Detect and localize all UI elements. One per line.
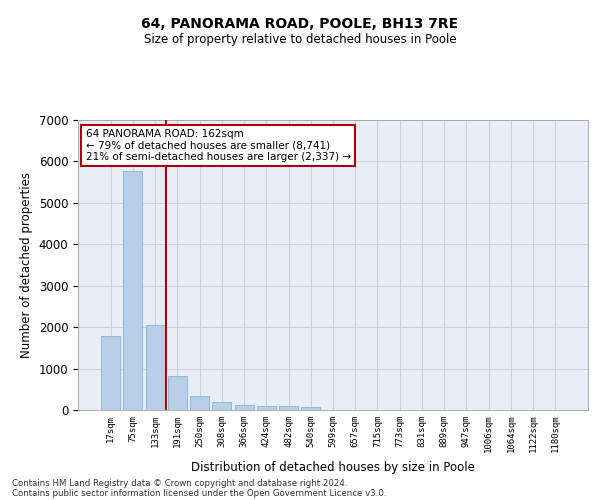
Y-axis label: Number of detached properties: Number of detached properties: [20, 172, 33, 358]
Bar: [279, 406, 298, 410]
Text: Contains public sector information licensed under the Open Government Licence v3: Contains public sector information licen…: [12, 488, 386, 498]
Text: 64 PANORAMA ROAD: 162sqm
← 79% of detached houses are smaller (8,741)
21% of sem: 64 PANORAMA ROAD: 162sqm ← 79% of detach…: [86, 128, 351, 162]
Bar: [235, 406, 254, 410]
Bar: [146, 324, 164, 410]
Bar: [257, 406, 276, 410]
Bar: [190, 396, 209, 410]
Bar: [101, 336, 120, 410]
Bar: [212, 402, 231, 410]
Text: 64, PANORAMA ROAD, POOLE, BH13 7RE: 64, PANORAMA ROAD, POOLE, BH13 7RE: [142, 18, 458, 32]
Bar: [301, 407, 320, 410]
Bar: [168, 376, 187, 410]
X-axis label: Distribution of detached houses by size in Poole: Distribution of detached houses by size …: [191, 461, 475, 474]
Text: Contains HM Land Registry data © Crown copyright and database right 2024.: Contains HM Land Registry data © Crown c…: [12, 478, 347, 488]
Bar: [124, 170, 142, 410]
Text: Size of property relative to detached houses in Poole: Size of property relative to detached ho…: [143, 32, 457, 46]
